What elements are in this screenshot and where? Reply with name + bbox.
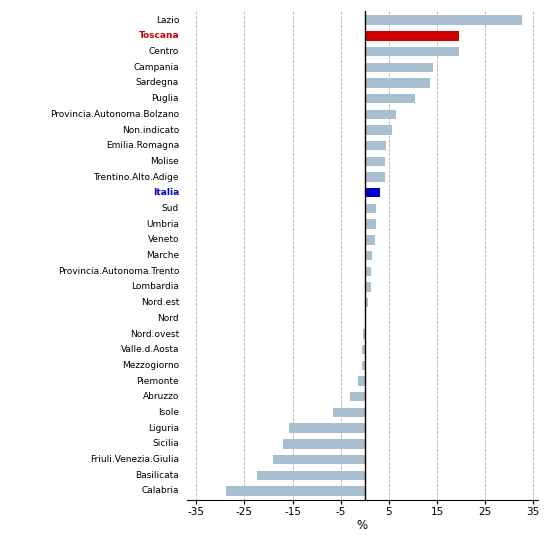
X-axis label: %: %: [357, 519, 368, 532]
Bar: [365, 204, 377, 213]
Bar: [365, 16, 522, 25]
Bar: [365, 141, 386, 151]
Bar: [365, 266, 371, 276]
Bar: [365, 110, 395, 119]
Bar: [358, 377, 365, 386]
Bar: [365, 94, 416, 103]
Bar: [257, 471, 365, 480]
Bar: [365, 62, 433, 72]
Bar: [333, 408, 365, 417]
Bar: [363, 329, 365, 339]
Bar: [365, 282, 371, 292]
Bar: [365, 188, 380, 197]
Bar: [362, 345, 365, 355]
Bar: [365, 47, 459, 56]
Bar: [365, 220, 376, 229]
Bar: [273, 455, 365, 464]
Bar: [365, 251, 372, 260]
Bar: [226, 486, 365, 495]
Bar: [289, 423, 365, 433]
Bar: [365, 298, 368, 307]
Bar: [365, 235, 375, 245]
Bar: [365, 31, 459, 40]
Bar: [365, 157, 385, 166]
Bar: [365, 125, 391, 134]
Bar: [283, 439, 365, 449]
Bar: [365, 172, 385, 182]
Bar: [362, 360, 365, 370]
Bar: [350, 392, 365, 401]
Bar: [365, 78, 430, 88]
